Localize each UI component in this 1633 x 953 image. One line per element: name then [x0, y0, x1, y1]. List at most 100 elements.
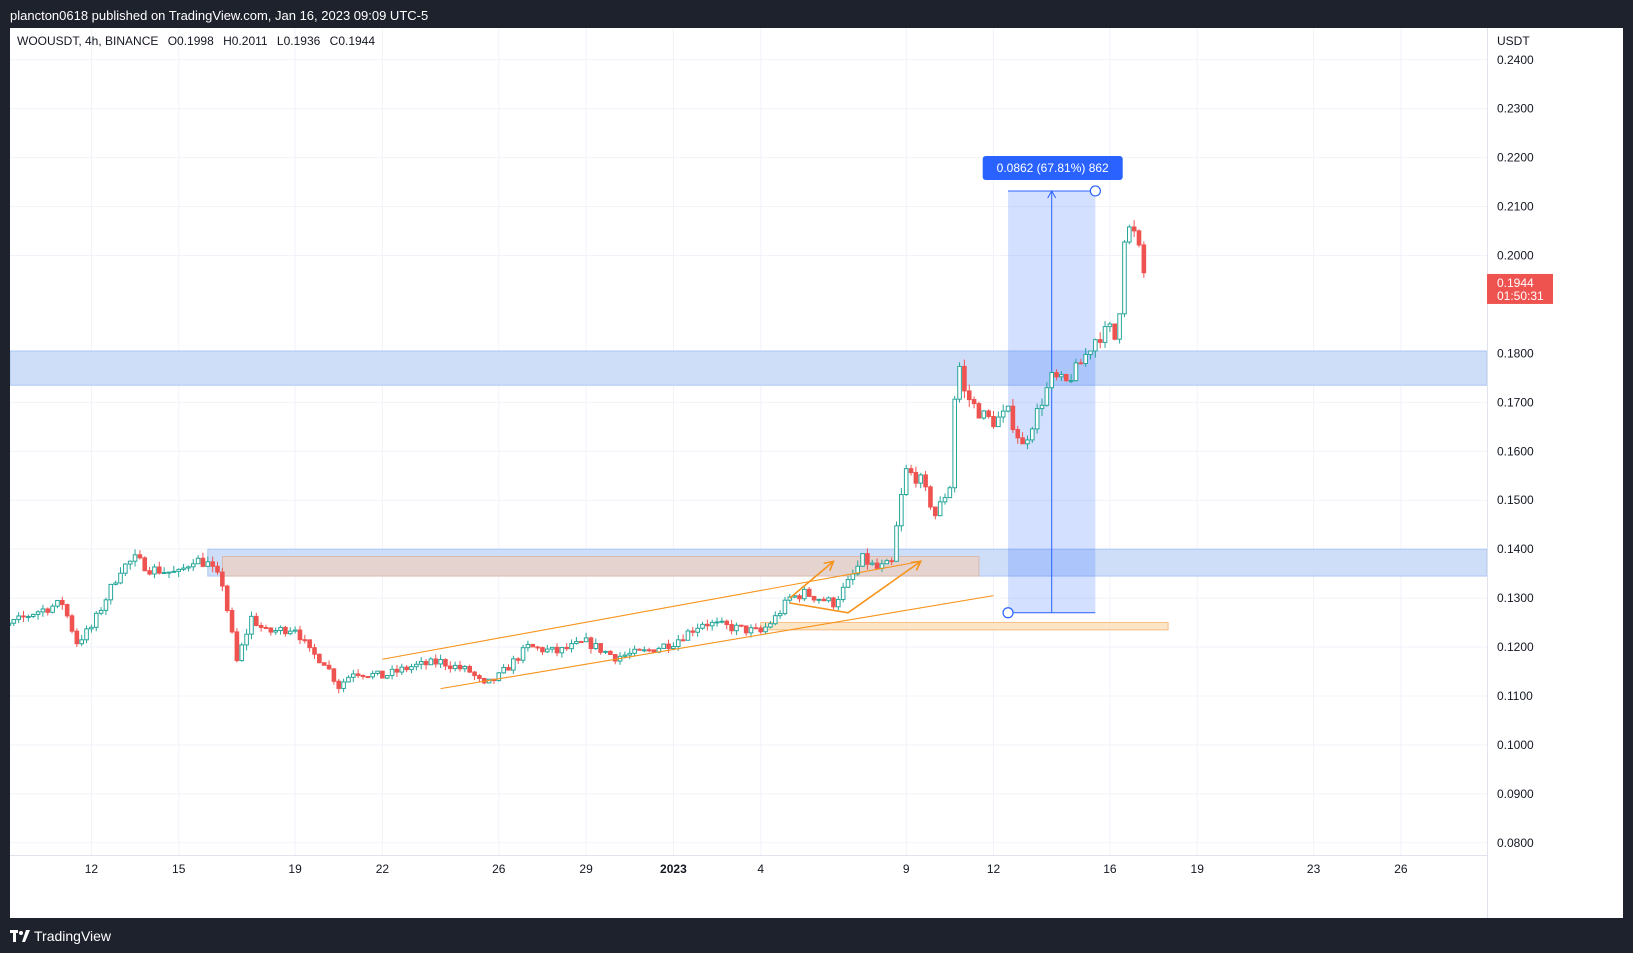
candle-body [375, 670, 380, 674]
candle-body [64, 604, 70, 617]
candle-body [278, 626, 283, 632]
candle-body [84, 628, 89, 641]
candle-body [913, 472, 919, 484]
candle-body [10, 622, 12, 626]
candle-body [157, 566, 162, 574]
candle-body [690, 630, 696, 633]
candle-body [326, 664, 332, 670]
candle-body [60, 599, 65, 606]
candle-body [1097, 339, 1103, 343]
candle-body [176, 568, 181, 572]
candle-body [981, 410, 987, 419]
candle-body [962, 365, 967, 392]
candle-body [40, 608, 46, 613]
candle-body [55, 599, 60, 607]
time-tick-label: 12 [85, 862, 99, 876]
ohlc-close: C0.1944 [330, 34, 376, 48]
channel-line [440, 595, 994, 690]
price-tick-label: 0.1700 [1497, 395, 1534, 409]
candle-body [496, 672, 502, 682]
time-tick-label: 29 [579, 862, 593, 876]
time-axis[interactable]: 12 15 19 22 26 29 2023 4 9 12 16 19 23 26 [85, 862, 1408, 876]
candle-body [16, 615, 21, 621]
candle-body [292, 629, 298, 632]
price-tick-label: 0.1400 [1497, 542, 1534, 556]
price-tick-label: 0.2100 [1497, 200, 1534, 214]
candle-body [258, 624, 264, 628]
measure-label-background [982, 155, 1123, 180]
annotations [382, 560, 994, 690]
candle-body [1073, 362, 1079, 382]
candle-body [287, 630, 293, 635]
chart-frame[interactable]: 0.0862 (67.81%) 862 USDT 0.0800 0.0900 0.1… [10, 28, 1623, 918]
price-axis[interactable]: USDT 0.0800 0.0900 0.1000 0.1100 0.1200 0.130… [1497, 34, 1534, 850]
candle-body [593, 643, 599, 650]
candle-body [549, 646, 555, 650]
candle-body [622, 654, 628, 657]
last-price-value: 0.1944 [1497, 276, 1534, 290]
candle-body [1054, 372, 1059, 378]
candle-body [239, 644, 245, 662]
candle-body [147, 570, 152, 575]
candle-body [709, 621, 715, 627]
candle-body [816, 598, 822, 601]
candle-body [739, 624, 744, 627]
price-tick-label: 0.1800 [1497, 346, 1534, 360]
candle-body [952, 398, 958, 489]
measure-handle-end[interactable] [1089, 185, 1101, 197]
orange-arrow-head [910, 560, 923, 571]
candle-body [30, 613, 36, 617]
time-tick-label: 26 [492, 862, 506, 876]
time-tick-label: 15 [172, 862, 186, 876]
measure-tool[interactable]: 0.0862 (67.81%) 862 [982, 155, 1123, 619]
candle-body [714, 621, 720, 624]
candle-body [545, 648, 550, 653]
time-tick-label: 16 [1103, 862, 1117, 876]
candle-body [588, 637, 594, 650]
candle-body [142, 557, 148, 572]
candle-body [612, 654, 618, 662]
candle-body [865, 553, 870, 565]
candle-body [651, 649, 657, 653]
price-tick-label: 0.1600 [1497, 444, 1534, 458]
candle-body [404, 666, 409, 671]
candle-body [748, 627, 754, 634]
published-text: plancton0618 published on TradingView.co… [10, 8, 429, 23]
candle-body [137, 554, 143, 559]
legend: WOOUSDT, 4h, BINANCE O0.1998 H0.2011 L0.… [17, 34, 375, 48]
candle-body [642, 649, 647, 652]
time-tick-label: 2023 [660, 862, 687, 876]
price-tick-label: 0.1000 [1497, 738, 1534, 752]
candle-body [1015, 429, 1021, 439]
candle-body [423, 660, 429, 666]
candle-body [627, 652, 633, 656]
candle-body [966, 390, 972, 401]
price-tick-label: 0.1100 [1497, 689, 1533, 703]
price-tick-label: 0.2000 [1497, 249, 1534, 263]
time-tick-label: 22 [376, 862, 390, 876]
candle-body [341, 681, 346, 689]
candle-body [831, 597, 836, 608]
candle-body [355, 673, 361, 676]
candle-body [1044, 387, 1050, 406]
candle-body [840, 586, 846, 601]
candle-body [307, 639, 312, 649]
time-tick-label: 23 [1307, 862, 1321, 876]
candle-body [98, 609, 104, 614]
last-price-countdown: 01:50:31 [1497, 289, 1544, 303]
candle-body [220, 571, 225, 587]
candle-body [850, 573, 856, 581]
candle-body [874, 562, 880, 569]
candle-body [283, 626, 288, 635]
candle-body [477, 675, 482, 679]
candle-body [908, 468, 914, 474]
candle-body [1068, 380, 1074, 383]
measure-handle-start[interactable] [1002, 607, 1014, 619]
candle-body [171, 570, 177, 573]
candle-body [21, 615, 26, 618]
candle-body [797, 595, 802, 600]
candle-body [646, 649, 652, 652]
candle-body [675, 639, 681, 647]
price-chart[interactable]: 0.0862 (67.81%) 862 USDT 0.0800 0.0900 0.1… [10, 28, 1623, 918]
measure-arrow-head [1047, 189, 1057, 199]
